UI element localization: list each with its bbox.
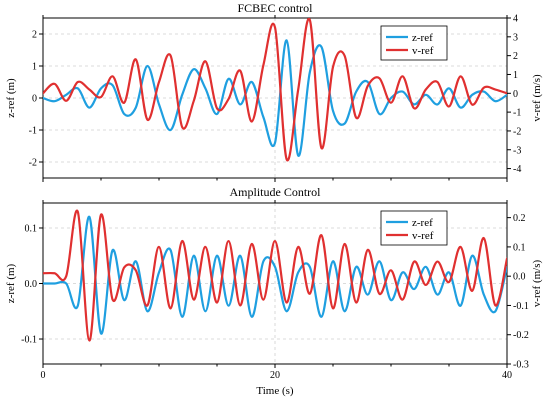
y2-tick-label: -3 — [513, 145, 521, 156]
y2-tick-label: 1 — [513, 70, 518, 81]
x-axis-label: Time (s) — [256, 385, 294, 397]
x-tick-label: 40 — [502, 370, 512, 381]
y2-tick-label: -0.3 — [513, 360, 529, 371]
y2-tick-label: -0.1 — [513, 301, 529, 312]
y-tick-label: 1 — [32, 62, 37, 73]
y-axis-label: z-ref (m) — [5, 78, 17, 118]
bottom-chart-amplitude: Amplitude Control 0 20 40 -0.1 0.0 0.1 -0.3 -0.2… — [5, 185, 543, 397]
y-axis-label: z-ref (m) — [5, 263, 17, 303]
y2-tick-label: 4 — [513, 14, 518, 25]
legend-label: z-ref — [412, 217, 433, 229]
y2-tick-label: 0.2 — [513, 213, 526, 224]
y2-tick-label: -0.2 — [513, 330, 529, 341]
x-tick-label: 0 — [41, 370, 46, 381]
legend-label: z-ref — [412, 32, 433, 44]
y2-tick-label: 2 — [513, 51, 518, 62]
y-tick-label: 0.1 — [25, 223, 38, 234]
y2-tick-label: -4 — [513, 164, 521, 175]
chart-title: FCBEC control — [237, 1, 313, 15]
y-tick-label: -0.1 — [21, 335, 37, 346]
y-tick-label: 2 — [32, 30, 37, 41]
legend — [380, 210, 448, 246]
y-tick-label: 0 — [32, 94, 37, 105]
y2-axis-label: v-ref (m/s) — [531, 74, 543, 122]
series-line-v-ref — [43, 18, 507, 162]
y2-tick-label: 0.1 — [513, 242, 526, 253]
x-tick-label: 20 — [270, 370, 280, 381]
y2-tick-label: 3 — [513, 32, 518, 43]
y2-tick-label: -2 — [513, 126, 521, 137]
series-line-z-ref — [43, 39, 507, 157]
y2-tick-label: 0.0 — [513, 272, 526, 283]
y-tick-label: -1 — [29, 126, 37, 137]
y-tick-label: 0.0 — [25, 279, 38, 290]
y-tick-label: -2 — [29, 158, 37, 169]
legend — [380, 25, 448, 61]
y2-tick-label: 0 — [513, 89, 518, 100]
y2-axis-label: v-ref (m/s) — [531, 259, 543, 307]
legend-label: v-ref — [412, 45, 434, 57]
series-line-z-ref — [43, 215, 507, 335]
series-line-v-ref — [43, 209, 507, 342]
top-chart-fcbec: FCBEC control -2 -1 0 1 2 -4 -3 -2 -1 0 1 2 3 4 z-ref (… — [5, 1, 543, 182]
legend-label: v-ref — [412, 230, 434, 242]
chart-title: Amplitude Control — [230, 185, 322, 199]
y2-tick-label: -1 — [513, 108, 521, 119]
